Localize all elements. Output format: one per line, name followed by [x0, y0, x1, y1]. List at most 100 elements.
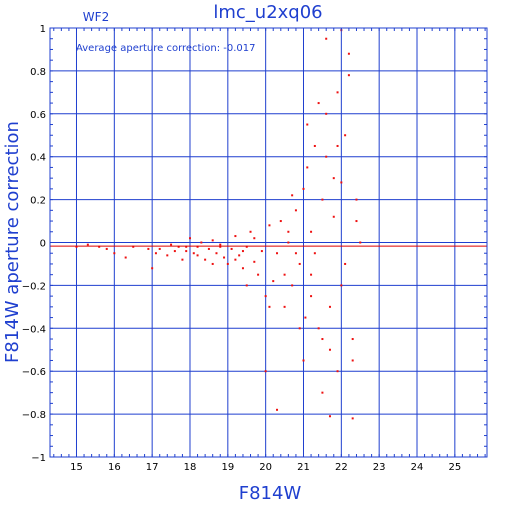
x-tick-label: 15 [70, 462, 83, 473]
data-point [158, 247, 161, 250]
average-correction-annotation: Average aperture correction: -0.017 [76, 43, 256, 54]
x-tick-label: 21 [297, 462, 310, 473]
data-point [264, 370, 267, 373]
data-point [253, 260, 256, 263]
data-point [340, 284, 343, 287]
data-point [98, 245, 101, 248]
data-point [230, 247, 233, 250]
data-point [347, 52, 350, 55]
data-point [304, 316, 307, 319]
data-point [219, 245, 222, 248]
data-point [177, 245, 180, 248]
data-point [325, 37, 328, 40]
data-point [294, 252, 297, 255]
data-point [272, 280, 275, 283]
data-point [313, 144, 316, 147]
data-point [344, 262, 347, 265]
data-point [302, 187, 305, 190]
data-point [207, 247, 210, 250]
y-tick-label: 1 [40, 24, 46, 35]
data-point [192, 252, 195, 255]
axis-ticks: 15 16 17 18 19 20 21 22 23 24 25 −1 −0.8 −0.6 −0.4 −0.2… [22, 24, 487, 473]
data-point [310, 295, 313, 298]
data-point [328, 305, 331, 308]
data-point [276, 408, 279, 411]
data-point [268, 305, 271, 308]
data-point [321, 198, 324, 201]
data-point [196, 254, 199, 257]
data-point [332, 215, 335, 218]
data-point [317, 102, 320, 105]
data-point [283, 273, 286, 276]
data-point [336, 91, 339, 94]
x-tick-label: 20 [259, 462, 272, 473]
x-tick-label: 24 [411, 462, 424, 473]
data-point [287, 241, 290, 244]
data-point [154, 252, 157, 255]
data-point [211, 262, 214, 265]
data-point [260, 250, 263, 253]
data-point [321, 391, 324, 394]
data-point [359, 241, 362, 244]
x-tick-label: 16 [108, 462, 121, 473]
grid [50, 27, 487, 458]
data-point [170, 243, 173, 246]
y-tick-label: −1 [31, 453, 46, 464]
data-point [234, 235, 237, 238]
data-point [321, 338, 324, 341]
y-tick-label: −0.8 [22, 410, 46, 421]
data-point [200, 241, 203, 244]
data-point [302, 359, 305, 362]
x-tick-label: 22 [335, 462, 348, 473]
data-point [223, 256, 226, 259]
data-point [355, 220, 358, 223]
data-point [344, 134, 347, 137]
data-point [181, 258, 184, 261]
data-point [279, 220, 282, 223]
data-point [173, 250, 176, 253]
data-point [310, 273, 313, 276]
data-point [238, 254, 241, 257]
x-tick-label: 18 [184, 462, 197, 473]
data-point [351, 359, 354, 362]
data-point [351, 417, 354, 420]
data-point [313, 252, 316, 255]
data-point [328, 348, 331, 351]
y-axis-label: F814W aperture correction [2, 121, 23, 363]
data-point [328, 415, 331, 418]
y-tick-label: 0.4 [30, 153, 46, 164]
data-point [332, 177, 335, 180]
data-point [105, 247, 108, 250]
chart-title: lmc_u2xq06 [213, 2, 322, 23]
corner-label: WF2 [83, 10, 109, 24]
x-tick-label: 23 [373, 462, 386, 473]
data-point [347, 74, 350, 77]
y-tick-label: 0.2 [30, 196, 46, 207]
data-point [306, 166, 309, 169]
data-point [294, 209, 297, 212]
data-point [283, 305, 286, 308]
data-point [325, 155, 328, 158]
data-point [113, 252, 116, 255]
data-point [268, 224, 271, 227]
data-point [147, 247, 150, 250]
data-point [257, 273, 260, 276]
y-tick-label: −0.4 [22, 324, 46, 335]
x-tick-label: 17 [146, 462, 159, 473]
data-point [166, 254, 169, 257]
data-point [351, 338, 354, 341]
data-point [340, 181, 343, 184]
data-point [241, 250, 244, 253]
data-point [211, 239, 214, 242]
x-tick-label: 25 [448, 462, 461, 473]
data-point [196, 245, 199, 248]
data-point [355, 198, 358, 201]
data-point [234, 258, 237, 261]
data-point [132, 245, 135, 248]
data-point [204, 258, 207, 261]
x-axis-label: F814W [239, 483, 302, 504]
data-point [253, 237, 256, 240]
y-tick-label: −0.2 [22, 281, 46, 292]
data-point [75, 245, 78, 248]
